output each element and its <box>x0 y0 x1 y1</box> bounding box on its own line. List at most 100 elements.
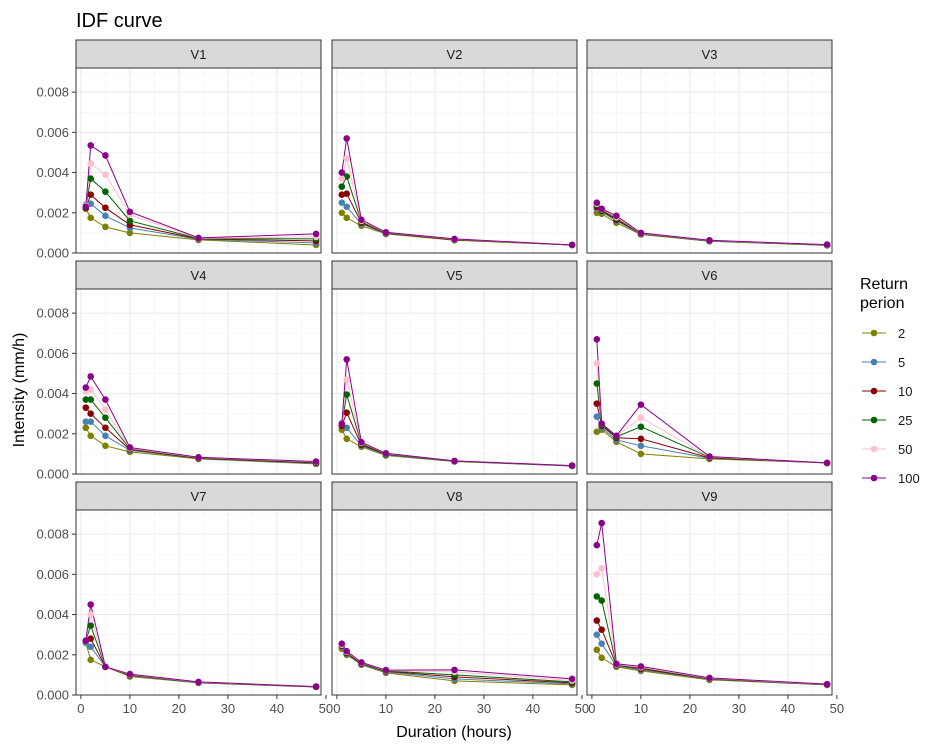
data-point-50 <box>637 414 645 421</box>
data-point-5 <box>102 212 109 220</box>
data-point-100 <box>706 453 713 460</box>
x-tick-label: 50 <box>830 701 844 716</box>
data-point-100 <box>613 212 620 220</box>
data-point-100 <box>338 420 346 428</box>
data-point-100 <box>126 670 134 678</box>
data-point-2 <box>338 209 346 217</box>
panel-strip <box>75 260 322 290</box>
data-point-10 <box>598 626 605 633</box>
legend-key-point <box>870 445 878 453</box>
data-point-100 <box>593 541 601 549</box>
data-point-100 <box>195 454 202 461</box>
panel-background <box>76 68 321 253</box>
data-point-100 <box>382 228 390 236</box>
data-point-10 <box>343 409 351 416</box>
panel-strip-label: V7 <box>191 489 207 504</box>
data-point-100 <box>823 459 831 467</box>
panel-strip <box>331 481 578 511</box>
panel-strip-label: V2 <box>447 47 463 62</box>
x-tick-label: 10 <box>634 701 648 716</box>
data-point-50 <box>102 171 109 178</box>
data-point-100 <box>358 659 365 666</box>
x-axis-label: Duration (hours) <box>396 724 512 741</box>
panel-strip-label: V1 <box>191 47 207 62</box>
data-point-5 <box>593 631 601 638</box>
panel-v2: V2 <box>331 39 578 254</box>
legend-key-point <box>870 329 878 337</box>
x-tick-label: 40 <box>270 701 284 716</box>
panel-border <box>75 288 322 475</box>
panel-strip-label: V4 <box>191 268 207 283</box>
data-point-10 <box>87 191 94 198</box>
data-point-100 <box>823 241 831 248</box>
panel-v6: V6 <box>586 260 833 475</box>
x-tick-label: 0 <box>77 701 84 716</box>
data-point-2 <box>87 656 94 664</box>
data-point-100 <box>823 680 831 688</box>
y-axis-label: Intensity (mm/h) <box>11 333 28 448</box>
data-point-10 <box>87 410 94 417</box>
series-line-100 <box>596 339 828 464</box>
panel-strip <box>586 481 833 511</box>
x-tick-label: 30 <box>221 701 235 716</box>
data-point-10 <box>102 204 109 212</box>
panel-strip <box>331 260 578 290</box>
y-tick-label: 0.002 <box>36 426 69 441</box>
legend-title-line2: perion <box>860 295 904 312</box>
data-point-100 <box>637 401 645 408</box>
panel-v4: V4 0.000 0.002 0.004 0.006 0.008 <box>36 260 322 482</box>
data-point-5 <box>87 418 94 426</box>
data-point-25 <box>102 188 109 195</box>
x-tick-label: 30 <box>732 701 746 716</box>
legend-item-25: 25 <box>862 413 912 428</box>
panel-strip <box>586 260 833 290</box>
panel-v8: V8 0 10 20 30 40 50 <box>331 481 589 716</box>
data-point-5 <box>637 442 645 450</box>
data-point-5 <box>598 640 605 648</box>
data-point-50 <box>593 571 601 578</box>
x-tick-label: 0 <box>333 701 340 716</box>
data-point-100 <box>706 674 713 682</box>
legend-label: 100 <box>898 471 920 486</box>
data-point-50 <box>593 360 601 367</box>
y-tick-label: 0.006 <box>36 125 69 140</box>
data-point-100 <box>82 637 90 645</box>
series-line-100 <box>341 138 573 246</box>
data-point-100 <box>593 335 601 343</box>
panel-border <box>75 509 322 696</box>
legend-item-5: 5 <box>862 355 905 370</box>
data-point-100 <box>568 241 576 249</box>
data-point-2 <box>343 214 351 222</box>
data-point-100 <box>568 675 576 683</box>
data-point-2 <box>87 432 94 440</box>
y-tick-label: 0.000 <box>36 246 69 261</box>
data-point-100 <box>598 205 605 213</box>
series-line-100 <box>85 604 317 688</box>
data-point-100 <box>568 462 576 469</box>
data-point-100 <box>613 432 620 440</box>
data-point-25 <box>126 217 134 225</box>
data-point-25 <box>87 175 94 182</box>
data-point-5 <box>338 199 346 207</box>
legend-item-10: 10 <box>862 384 912 399</box>
panel-background <box>587 289 832 474</box>
data-point-25 <box>338 183 346 190</box>
panel-background <box>76 510 321 695</box>
data-point-100 <box>706 237 713 244</box>
data-point-100 <box>598 420 605 428</box>
panel-border <box>586 509 833 696</box>
data-point-2 <box>637 450 645 458</box>
data-point-2 <box>82 424 90 432</box>
legend-item-50: 50 <box>862 442 912 457</box>
data-point-10 <box>593 617 601 624</box>
data-point-5 <box>343 203 351 211</box>
y-tick-label: 0.000 <box>36 467 69 482</box>
legend-item-100: 100 <box>862 471 920 486</box>
data-point-2 <box>126 229 134 237</box>
data-point-5 <box>87 643 94 651</box>
data-point-100 <box>358 216 365 224</box>
panel-v9: V9 0 10 20 30 40 50 <box>586 481 844 716</box>
data-point-2 <box>598 654 605 662</box>
x-tick-label: 20 <box>172 701 186 716</box>
